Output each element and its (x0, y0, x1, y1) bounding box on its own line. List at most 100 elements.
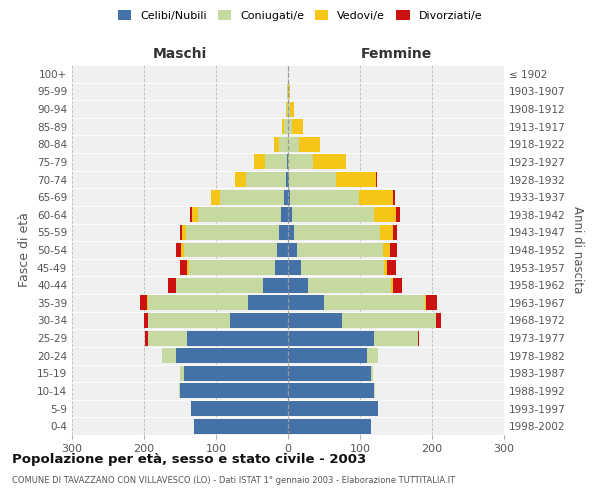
Bar (280, 137, 288, 152)
Bar (289, 84, 290, 99)
Bar (220, 190, 284, 204)
Bar (324, 296, 425, 310)
Bar (288, 208, 292, 222)
Bar (198, 208, 281, 222)
Bar (290, 190, 359, 204)
Bar (342, 313, 436, 328)
Bar (396, 208, 400, 222)
Bar (287, 84, 288, 99)
Bar (288, 154, 313, 170)
Bar (288, 401, 378, 416)
Bar (194, 418, 288, 434)
Bar (380, 225, 393, 240)
Bar (180, 225, 182, 240)
Bar (180, 260, 187, 275)
Y-axis label: Fasce di età: Fasce di età (19, 212, 31, 288)
Bar (188, 260, 275, 275)
Bar (145, 330, 148, 345)
Bar (176, 278, 263, 292)
Bar (384, 260, 388, 275)
Bar (388, 260, 396, 275)
Bar (162, 348, 176, 363)
Bar (286, 102, 287, 116)
Bar (286, 172, 288, 187)
Bar (288, 242, 296, 258)
Bar (284, 190, 288, 204)
Bar (235, 172, 246, 187)
Bar (290, 102, 294, 116)
Bar (144, 313, 148, 328)
Bar (390, 242, 397, 258)
Bar (383, 242, 390, 258)
Bar (288, 418, 371, 434)
Bar (393, 190, 395, 204)
Bar (287, 154, 288, 170)
Bar (277, 242, 288, 258)
Bar (425, 296, 426, 310)
Y-axis label: Anni di nascita: Anni di nascita (571, 206, 584, 294)
Bar (288, 84, 289, 99)
Bar (376, 172, 377, 187)
Bar (287, 102, 288, 116)
Bar (359, 190, 393, 204)
Bar (140, 296, 147, 310)
Bar (288, 137, 299, 152)
Bar (182, 225, 186, 240)
Bar (176, 348, 288, 363)
Bar (180, 384, 288, 398)
Bar (391, 278, 393, 292)
Text: Maschi: Maschi (153, 48, 207, 62)
Bar (282, 119, 284, 134)
Bar (263, 278, 288, 292)
Text: COMUNE DI TAVAZZANO CON VILLAVESCO (LO) - Dati ISTAT 1° gennaio 2003 - Elaborazi: COMUNE DI TAVAZZANO CON VILLAVESCO (LO) … (12, 476, 455, 485)
Bar (265, 154, 287, 170)
Bar (313, 154, 346, 170)
Bar (148, 330, 187, 345)
Bar (288, 330, 374, 345)
Bar (288, 296, 324, 310)
Bar (367, 348, 378, 363)
Bar (288, 260, 301, 275)
Bar (186, 225, 280, 240)
Text: Femmine: Femmine (361, 48, 431, 62)
Bar (371, 366, 373, 381)
Bar (292, 119, 303, 134)
Bar (284, 119, 288, 134)
Bar (211, 190, 220, 204)
Bar (281, 208, 288, 222)
Bar (181, 242, 184, 258)
Bar (148, 296, 248, 310)
Bar (275, 260, 288, 275)
Bar (393, 225, 397, 240)
Text: Popolazione per età, sesso e stato civile - 2003: Popolazione per età, sesso e stato civil… (12, 452, 366, 466)
Bar (418, 330, 419, 345)
Bar (308, 278, 391, 292)
Bar (147, 296, 148, 310)
Bar (299, 137, 320, 152)
Bar (230, 313, 288, 328)
Bar (292, 208, 374, 222)
Bar (288, 313, 342, 328)
Bar (191, 401, 288, 416)
Bar (179, 384, 180, 398)
Bar (184, 242, 277, 258)
Bar (169, 278, 176, 292)
Bar (296, 242, 383, 258)
Bar (187, 260, 188, 275)
Bar (254, 154, 265, 170)
Bar (288, 172, 289, 187)
Bar (393, 278, 402, 292)
Bar (288, 225, 294, 240)
Bar (374, 208, 396, 222)
Bar (426, 296, 437, 310)
Bar (336, 172, 376, 187)
Bar (288, 102, 290, 116)
Bar (288, 190, 290, 204)
Bar (248, 296, 288, 310)
Bar (288, 119, 292, 134)
Bar (374, 330, 418, 345)
Bar (294, 225, 380, 240)
Bar (288, 278, 308, 292)
Bar (180, 366, 184, 381)
Bar (184, 366, 288, 381)
